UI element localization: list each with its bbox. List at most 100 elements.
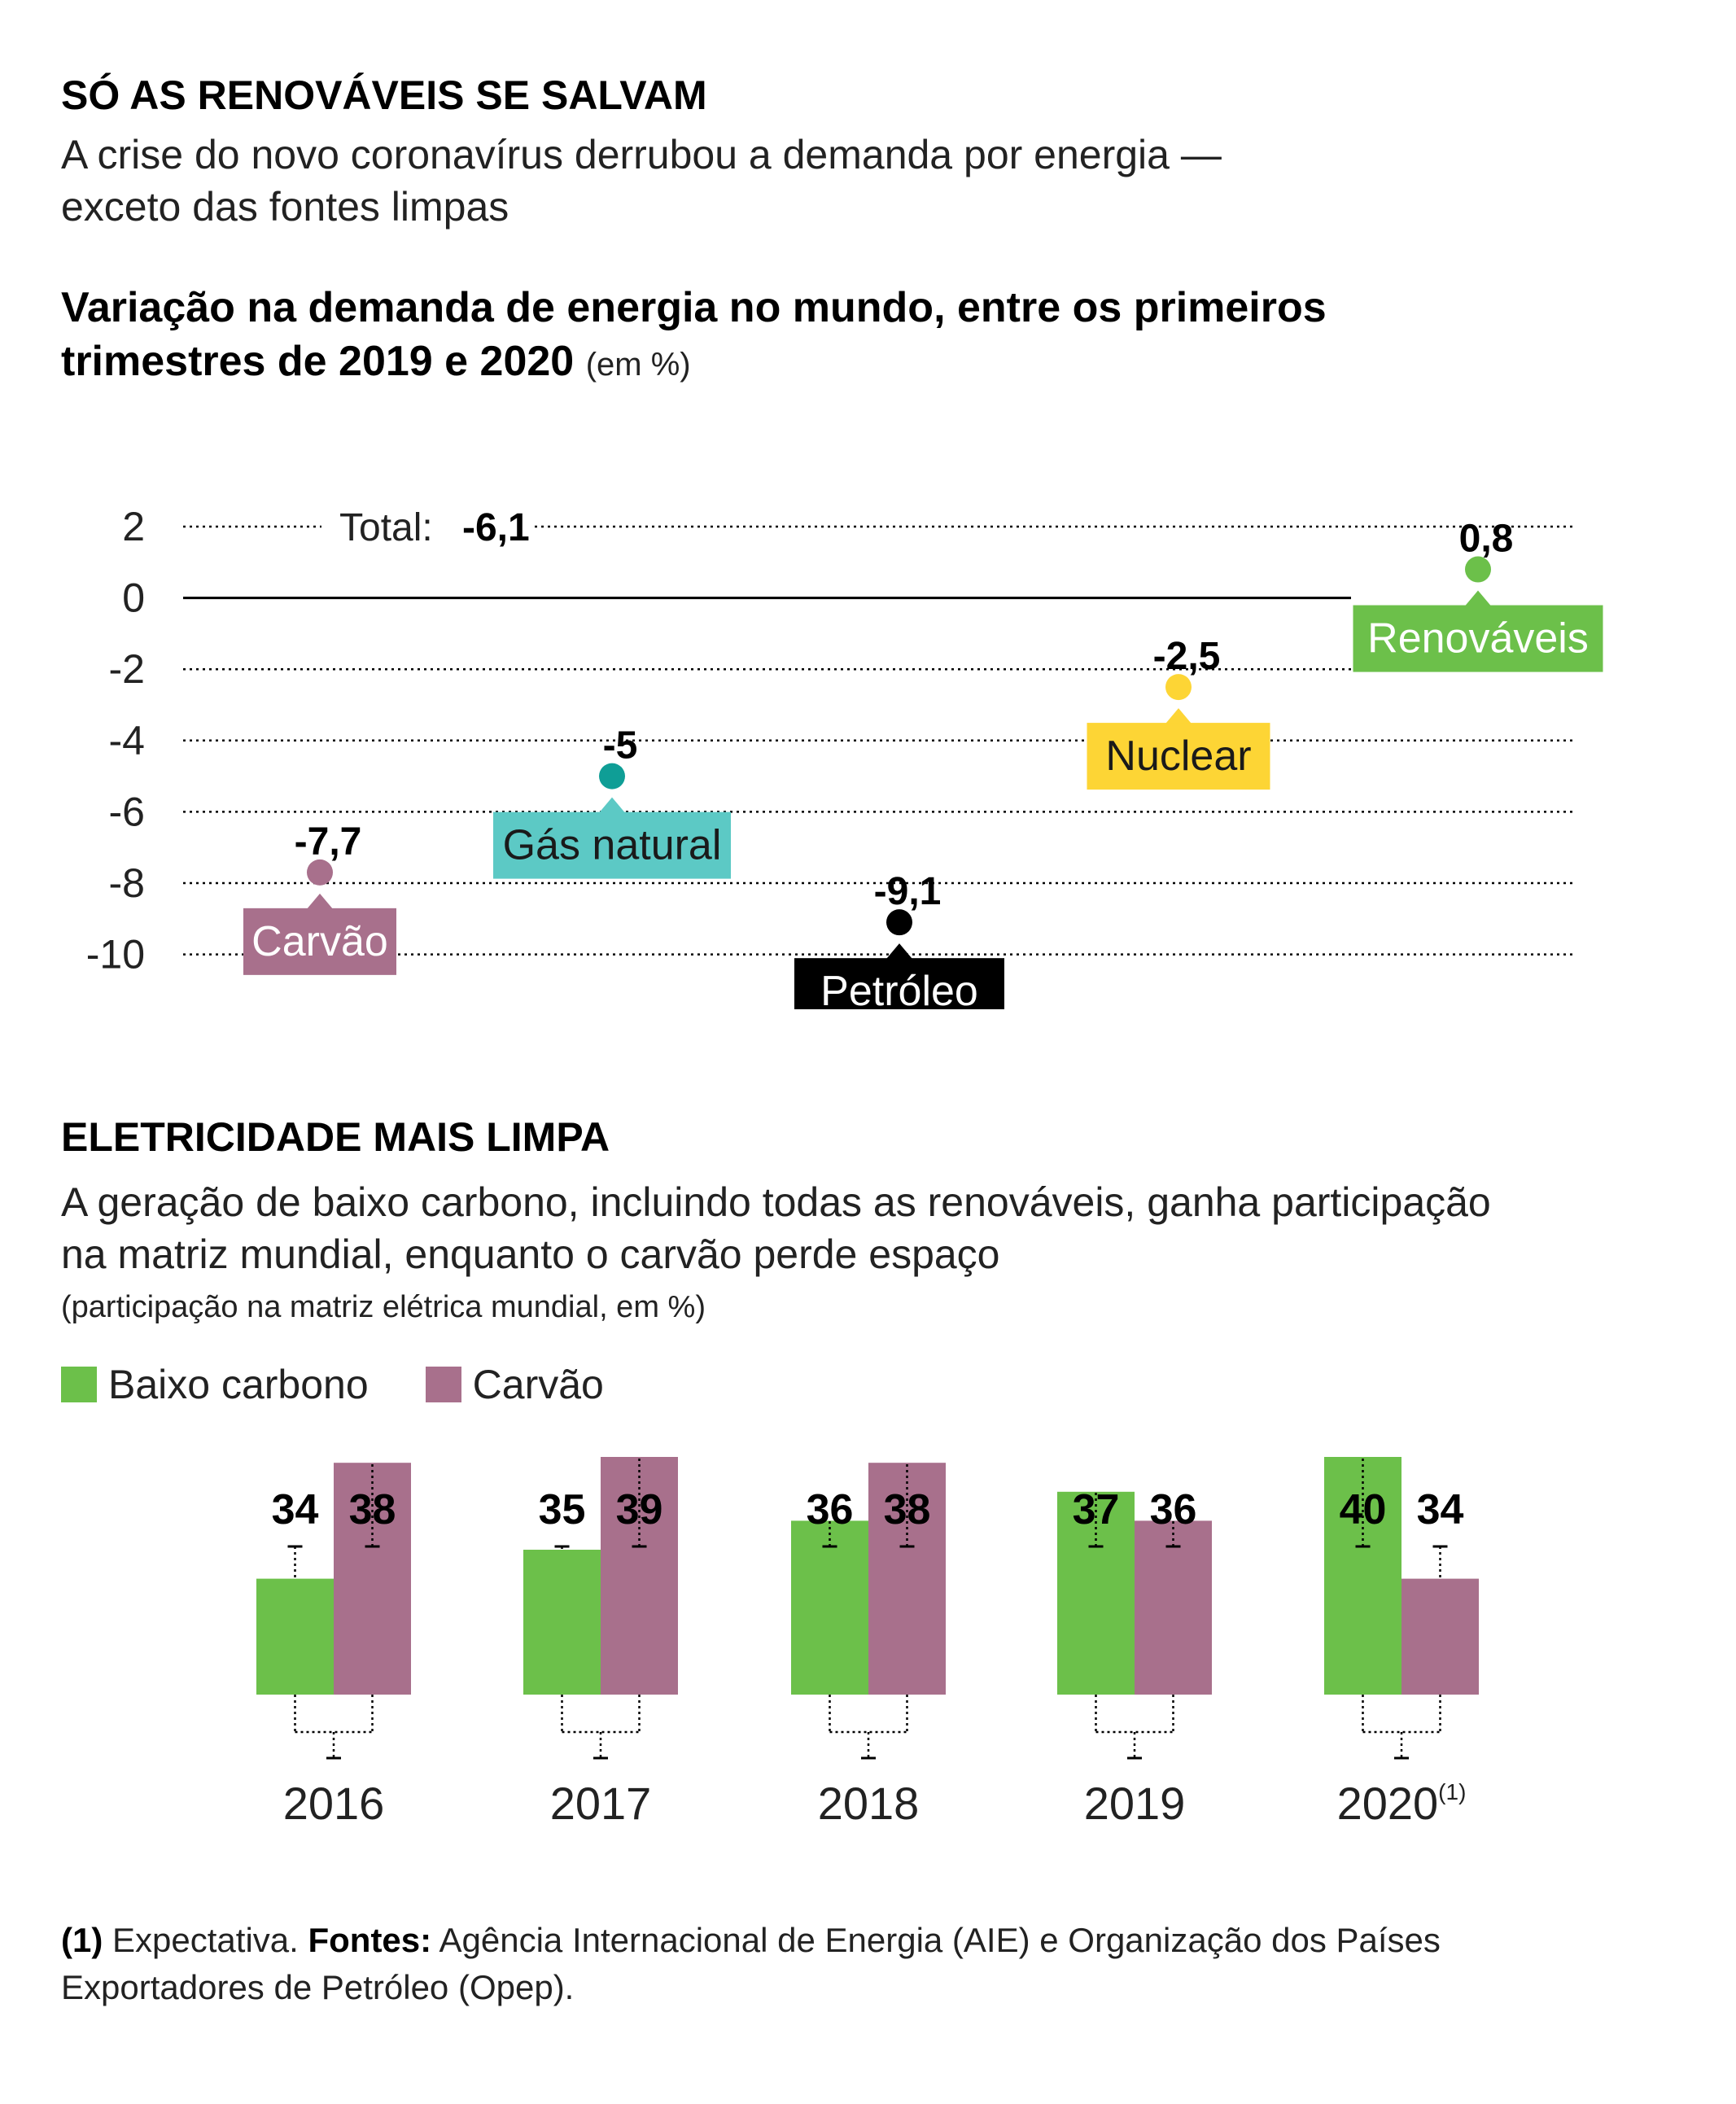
footnote-sources-label: Fontes:	[308, 1921, 432, 1959]
point-category-box	[493, 811, 731, 879]
legend-item-carvao: Carvão	[425, 1361, 604, 1408]
category-footnote-marker: (1)	[1438, 1779, 1466, 1804]
electricity-share-bar-chart: 34 38 2016 35 39 2017 36 38 2018 37 36 2019 40 34 2020…	[256, 1457, 1479, 1829]
y-tick-label: 2	[122, 504, 145, 549]
chart1-title-line2: trimestres de 2019 e 2020 (em %)	[61, 335, 691, 391]
label-pointer	[1165, 708, 1192, 724]
legend-label-baixo-carbono: Baixo carbono	[108, 1362, 369, 1407]
point-value-label: -5	[603, 724, 638, 768]
point-value-label: 0,8	[1459, 518, 1514, 561]
chart1-total-annotation: Total: -6,1	[321, 506, 535, 549]
point-category-label: Renováveis	[1367, 615, 1589, 663]
point-carvao: -7,7 Carvão	[243, 820, 396, 975]
bar-value-label: 35	[539, 1486, 586, 1533]
y-tick-label: -2	[109, 646, 145, 692]
total-value: -6,1	[462, 506, 530, 549]
legend-swatch-baixo-carbono	[61, 1367, 97, 1402]
section1-subtitle-line2: exceto das fontes limpas	[61, 184, 509, 230]
section2-heading: ELETRICIDADE MAIS LIMPA	[61, 1114, 610, 1160]
bar-value-label: 37	[1073, 1486, 1120, 1533]
label-pointer	[1465, 590, 1491, 606]
section1-subtitle-line1: A crise do novo coronavírus derrubou a d…	[61, 132, 1222, 177]
bar-baixo-carbono	[256, 1578, 334, 1695]
y-tick-label: -6	[109, 789, 145, 834]
total-label-backdrop	[321, 506, 535, 547]
y-tick-label: 0	[122, 575, 145, 621]
footnote-marker: (1)	[61, 1921, 103, 1959]
point-value-label: -2,5	[1153, 635, 1221, 678]
bar-carvao	[601, 1457, 678, 1695]
chart2-groups: 34 38 2016 35 39 2017 36 38 2018 37 36 2019 40 34 2020…	[256, 1457, 1479, 1829]
bar-value-label: 38	[884, 1486, 931, 1533]
bar-carvao	[1401, 1578, 1479, 1695]
point-value-label: -7,7	[295, 820, 362, 864]
chart1-y-axis: 2 0 -2 -4 -6 -8 -10	[86, 504, 145, 978]
bar-baixo-carbono	[1057, 1491, 1135, 1695]
bar-value-label: 34	[1417, 1486, 1464, 1533]
point-category-box	[243, 908, 396, 975]
point-category-box	[794, 958, 1004, 1009]
bar-carvao	[1135, 1520, 1212, 1695]
bar-value-label: 36	[1150, 1486, 1197, 1533]
category-label: 2016	[283, 1778, 385, 1829]
bar-group-2020: 40 34 2020(1)	[1324, 1457, 1479, 1829]
chart1-title-line1: Variação na demanda de energia no mundo,…	[61, 284, 1327, 331]
y-tick-label: -8	[109, 860, 145, 906]
chart2-legend: Baixo carbono Carvão	[61, 1361, 661, 1408]
point-category-label: Carvão	[251, 918, 388, 965]
section1-heading: SÓ AS RENOVÁVEIS SE SALVAM	[61, 72, 707, 118]
bar-value-label: 34	[272, 1486, 319, 1533]
bar-baixo-carbono	[523, 1550, 601, 1695]
total-label: Total:	[339, 506, 433, 549]
energy-demand-dot-chart: 2 0 -2 -4 -6 -8 -10 Total: -6,1 -7,7 Carvão -5 Gá…	[86, 504, 1603, 1009]
chart1-grid	[183, 525, 1575, 956]
bar-value-label: 40	[1340, 1486, 1387, 1533]
legend-label-carvao: Carvão	[472, 1362, 604, 1407]
point-dot	[1465, 556, 1491, 583]
bar-value-label: 36	[807, 1486, 854, 1533]
label-pointer	[599, 797, 625, 813]
bar-baixo-carbono	[1324, 1457, 1401, 1695]
point-petroleo: -9,1 Petróleo	[794, 870, 1004, 1009]
section2-subtitle-line2: na matriz mundial, enquanto o carvão per…	[61, 1231, 1000, 1277]
y-tick-label: -4	[109, 718, 145, 763]
bar-baixo-carbono	[791, 1520, 868, 1695]
chart1-title-line2-text: trimestres de 2019 e 2020	[61, 338, 575, 385]
category-label: 2020(1)	[1337, 1778, 1467, 1829]
bar-group-2016: 34 38 2016	[256, 1463, 411, 1829]
point-category-box	[1353, 605, 1603, 672]
point-dot	[886, 909, 912, 936]
point-category-label: Gás natural	[503, 822, 722, 869]
footnote-sources-text: Agência Internacional de Energia (AIE) e…	[61, 1921, 1441, 2006]
bar-group-2017: 35 39 2017	[523, 1457, 678, 1829]
section2-note: (participação na matriz elétrica mundial…	[61, 1290, 706, 1324]
legend-swatch-carvao	[425, 1367, 461, 1402]
point-category-label: Petróleo	[820, 968, 978, 1009]
category-label: 2019	[1084, 1778, 1186, 1829]
bar-value-label: 39	[616, 1486, 663, 1533]
legend-item-baixo-carbono: Baixo carbono	[61, 1361, 369, 1408]
footnote: (1) Expectativa. Fontes: Agência Interna…	[61, 1917, 1567, 2011]
point-renovaveis: 0,8 Renováveis	[1353, 518, 1603, 672]
point-nuclear: -2,5 Nuclear	[1087, 635, 1270, 790]
bar-carvao	[334, 1463, 411, 1695]
y-tick-label: -10	[86, 932, 145, 978]
point-gas-natural: -5 Gás natural	[493, 724, 731, 879]
point-dot	[307, 859, 333, 886]
bar-carvao	[868, 1463, 946, 1695]
point-category-label: Nuclear	[1105, 733, 1251, 780]
point-value-label: -9,1	[874, 870, 942, 913]
chart1-unit: (em %)	[585, 347, 691, 383]
bar-group-2018: 36 38 2018	[791, 1463, 946, 1829]
label-pointer	[307, 893, 333, 909]
category-label: 2018	[818, 1778, 920, 1829]
section2-subtitle-line1: A geração de baixo carbono, incluindo to…	[61, 1179, 1491, 1225]
point-dot	[1165, 674, 1192, 701]
point-dot	[599, 763, 625, 790]
category-label: 2017	[550, 1778, 652, 1829]
point-category-box	[1087, 723, 1270, 790]
bar-group-2019: 37 36 2019	[1057, 1486, 1212, 1829]
bar-value-label: 38	[349, 1486, 396, 1533]
chart1-points: -7,7 Carvão -5 Gás natural -9,1 Petróleo -2,5 N…	[243, 518, 1603, 1009]
label-pointer	[886, 943, 912, 960]
